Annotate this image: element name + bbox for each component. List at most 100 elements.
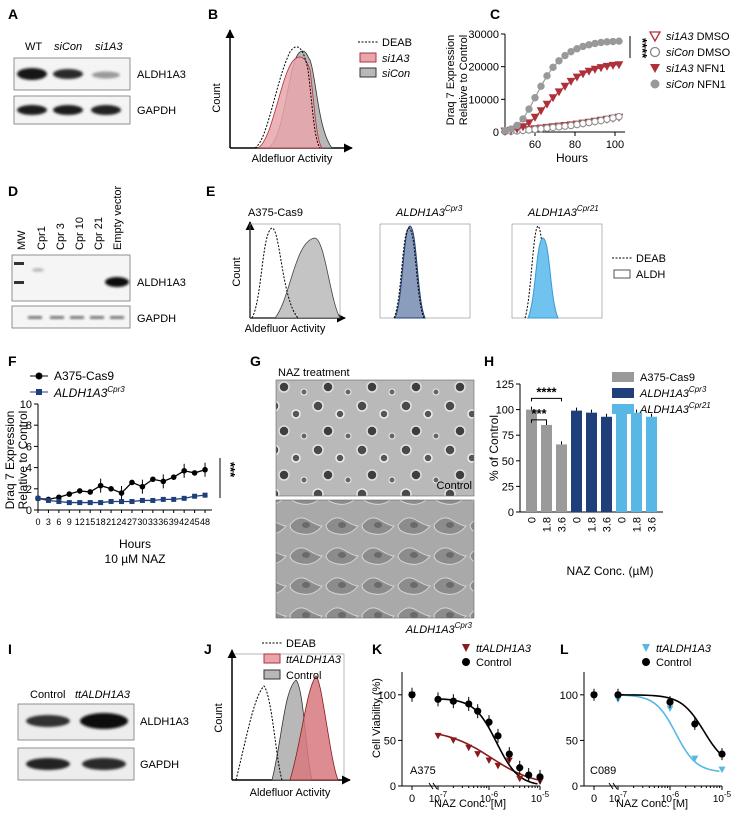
f-xtick-label-5: 15 <box>85 517 95 527</box>
k-xtick-exp-2: -5 <box>542 790 550 799</box>
h-legend-2: ALDH1A3Cpr3 <box>639 385 707 400</box>
panel-g-letter: G <box>250 353 261 369</box>
e-title-2-sup: Cpr3 <box>445 204 463 213</box>
panel-h-letter: H <box>484 353 494 369</box>
c-point-3-7 <box>543 72 551 80</box>
lane-label-wt: WT <box>25 41 42 53</box>
k-xtick-exp-0: -7 <box>440 790 448 799</box>
f-point-1-11 <box>150 497 156 503</box>
d-mw-band-1 <box>14 262 24 265</box>
l-xtick-exp-1: -6 <box>672 790 680 799</box>
k-legend-marker-2 <box>462 658 470 666</box>
f-xtick-label-11: 33 <box>148 517 158 527</box>
c-point-1-14 <box>585 118 593 127</box>
c-point-1-11 <box>567 121 575 130</box>
c-xtick-label-2: 100 <box>606 139 624 151</box>
h-sig-bracket-1 <box>531 397 562 402</box>
f-point-1-0 <box>35 495 41 501</box>
k-point-1-2 <box>449 697 457 705</box>
band-si1a3 <box>92 71 120 79</box>
c-ytick-label-0: 0 <box>493 127 499 139</box>
k-point-1-1 <box>434 695 442 703</box>
h-ytick-label-2: 50 <box>502 456 514 468</box>
d-gapdh-band-2 <box>50 316 64 319</box>
band-gapdh-2 <box>53 105 83 115</box>
h-legend-1: A375-Cas9 <box>640 372 695 384</box>
lane-label-sicon: siCon <box>54 41 82 53</box>
f-point-1-15 <box>192 493 198 499</box>
j-xlabel: Aldefluor Activity <box>250 787 331 799</box>
c-point-2-19 <box>614 61 624 70</box>
k-point-0-6 <box>494 762 502 770</box>
band-wt <box>17 68 47 80</box>
c-point-2-4 <box>524 119 534 128</box>
g-micrograph-treated <box>275 379 475 497</box>
c-point-2-6 <box>536 107 546 116</box>
k-point-1-9 <box>525 771 533 779</box>
h-sig-1: **** <box>536 384 557 399</box>
h-xtick-label-1-1: 1.8 <box>587 517 599 532</box>
g-bottom-label: ALDH1A3Cpr3 <box>405 621 473 636</box>
f-point-1-5 <box>87 500 93 506</box>
panel-c-letter: C <box>490 6 500 22</box>
l-xtick-exp-2: -5 <box>724 790 732 799</box>
j-ylabel: Count <box>213 703 225 732</box>
c-point-3-2 <box>513 121 521 130</box>
f-xtick-label-1: 3 <box>46 517 51 527</box>
k-legend-1: ttALDH1A3 <box>476 643 532 655</box>
c-point-2-13 <box>578 70 588 79</box>
c-point-2-15 <box>590 65 600 74</box>
f-point-0-9 <box>129 479 135 486</box>
j-legend-control-swatch <box>263 669 281 680</box>
f-ytick-label-4: 8 <box>26 420 32 432</box>
c-legend-marker-3 <box>650 64 660 73</box>
c-point-3-0 <box>501 126 509 135</box>
b-legend-si1a3-swatch <box>359 52 377 63</box>
f-xlabel: Hours <box>119 537 151 551</box>
f-xtick-label-13: 39 <box>169 517 179 527</box>
c-point-1-10 <box>561 122 569 130</box>
i-band-control <box>26 715 70 727</box>
h-xtick-label-0-1: 1.8 <box>542 517 554 532</box>
i-lane-control: Control <box>30 689 65 701</box>
f-point-0-15 <box>191 470 198 476</box>
c-point-2-9 <box>554 88 564 97</box>
c-point-1-8 <box>549 123 557 132</box>
f-point-0-16 <box>202 466 208 473</box>
h-xtick-label-0-2: 3.6 <box>557 517 569 532</box>
i-gapdh-band-1 <box>26 758 70 770</box>
f-point-1-3 <box>66 500 72 506</box>
f-point-1-4 <box>77 500 83 506</box>
f-legend: A375-Cas9 ALDH1A3Cpr3 <box>30 369 125 400</box>
f-sig: *** <box>223 462 238 478</box>
b-legend-sicon-swatch <box>359 67 377 78</box>
l-point-0-2 <box>666 705 674 712</box>
c-point-3-17 <box>603 38 611 46</box>
f-point-0-11 <box>150 476 156 483</box>
c-point-1-7 <box>543 124 551 132</box>
f-xtick-label-6: 18 <box>96 517 106 527</box>
j-legend-deab: DEAB <box>286 638 316 650</box>
c-legend-1: si1A3 DMSO <box>666 31 730 43</box>
k-point-0-3 <box>465 744 473 752</box>
l-legend-marker-2 <box>642 658 650 666</box>
f-point-1-16 <box>202 492 208 498</box>
f-ylabel-1: Draq 7 Expression <box>3 411 17 510</box>
c-xtick-label-0: 60 <box>529 139 541 151</box>
l-ytick-label-0: 0 <box>572 781 578 793</box>
f-legend-marker-1 <box>35 372 43 380</box>
c-point-1-18 <box>609 114 617 122</box>
d-lane-cpr1: Cpr1 <box>36 226 48 250</box>
c-point-3-10 <box>561 51 569 60</box>
e-hist-deab-1 <box>251 227 299 319</box>
h-xlabel: NAZ Conc. (µM) <box>567 564 654 578</box>
f-point-0-13 <box>170 474 177 480</box>
panel-j-letter: J <box>204 641 212 657</box>
c-legend-4: siCon NFN1 <box>666 79 726 91</box>
f-xtick-label-16: 48 <box>200 517 210 527</box>
l-point-0-4 <box>718 766 726 774</box>
k-xtick-label-0: 0 <box>409 793 415 805</box>
f-ytick-label-1: 2 <box>26 484 32 496</box>
k-point-1-0 <box>408 691 416 699</box>
